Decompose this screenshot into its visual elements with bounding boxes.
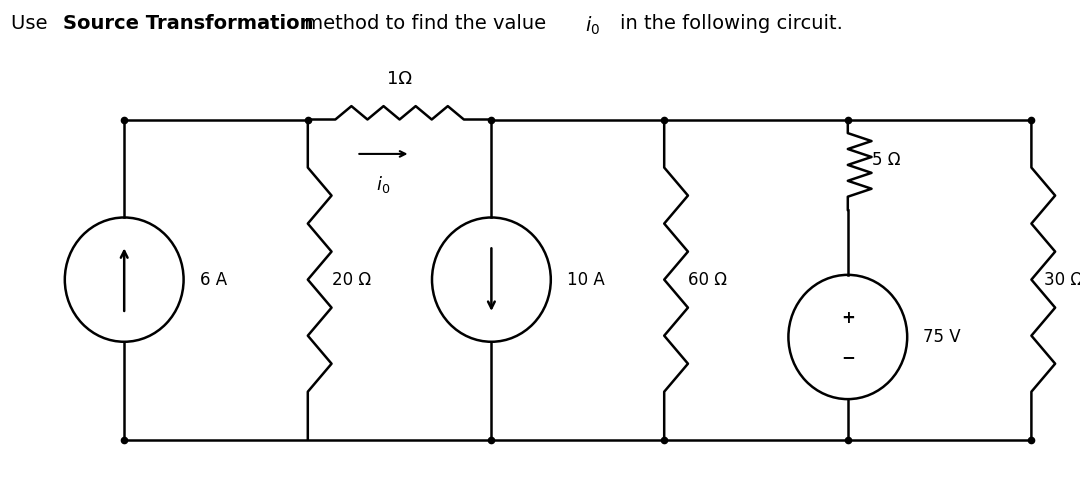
Text: 1Ω: 1Ω [387,70,413,88]
Text: $i_0$: $i_0$ [585,14,600,37]
Text: in the following circuit.: in the following circuit. [620,14,842,33]
Text: 5 Ω: 5 Ω [872,151,900,169]
Text: Source Transformation: Source Transformation [63,14,313,33]
Text: +: + [841,309,854,327]
Text: 20 Ω: 20 Ω [332,271,370,289]
Text: $i_0$: $i_0$ [376,174,391,196]
Text: Use: Use [11,14,54,33]
Text: method to find the value: method to find the value [298,14,553,33]
Text: −: − [841,348,854,366]
Text: 10 A: 10 A [567,271,605,289]
Text: 75 V: 75 V [923,328,961,346]
Text: 60 Ω: 60 Ω [688,271,727,289]
Text: 6 A: 6 A [200,271,227,289]
Text: 30 Ω: 30 Ω [1044,271,1080,289]
